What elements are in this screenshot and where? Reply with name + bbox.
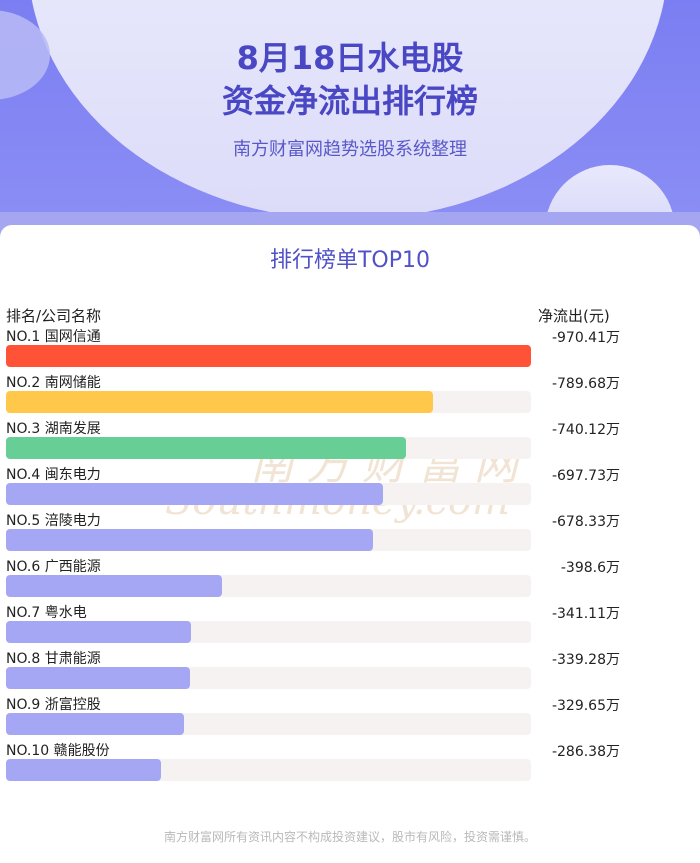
bar-value-label: -740.12万 bbox=[551, 422, 620, 438]
bar bbox=[6, 437, 407, 459]
bar-label: NO.7 粤水电 bbox=[6, 605, 87, 621]
column-header-rank-name: 排名/公司名称 bbox=[6, 307, 102, 325]
bar-label: NO.10 赣能股份 bbox=[6, 743, 110, 759]
ranking-row: NO.8 甘肃能源 -339.28万 bbox=[0, 648, 700, 694]
ranking-row: NO.7 粤水电 -341.11万 bbox=[0, 602, 700, 648]
bar bbox=[6, 483, 384, 505]
bar-label: NO.8 甘肃能源 bbox=[6, 651, 101, 667]
ranking-row: NO.2 南网储能 -789.68万 bbox=[0, 372, 700, 418]
page-subtitle: 南方财富网趋势选股系统整理 bbox=[233, 139, 467, 160]
bar-value-label: -789.68万 bbox=[551, 376, 620, 392]
bar-label: NO.2 南网储能 bbox=[6, 375, 101, 391]
bar bbox=[6, 667, 190, 689]
bar bbox=[6, 759, 161, 781]
page-title-line1: 8月18日水电股 bbox=[236, 39, 464, 77]
bar-label: NO.9 浙富控股 bbox=[6, 697, 101, 713]
bar-value-label: -341.11万 bbox=[551, 606, 620, 622]
ranking-row: NO.6 广西能源 -398.6万 bbox=[0, 556, 700, 602]
ranking-row: NO.4 闽东电力 -697.73万 bbox=[0, 464, 700, 510]
bar bbox=[6, 575, 222, 597]
bar-value-label: -286.38万 bbox=[551, 744, 620, 760]
bar-value-label: -339.28万 bbox=[551, 652, 620, 668]
bar-value-label: -398.6万 bbox=[560, 560, 620, 576]
section-title: 排行榜单TOP10 bbox=[269, 248, 431, 273]
page-title-line2: 资金净流出排行榜 bbox=[221, 82, 478, 120]
bar bbox=[6, 621, 191, 643]
bar-label: NO.5 涪陵电力 bbox=[6, 513, 101, 529]
bar-label: NO.6 广西能源 bbox=[6, 559, 101, 575]
bar-label: NO.4 闽东电力 bbox=[6, 467, 101, 483]
bar bbox=[6, 529, 373, 551]
ranking-row: NO.1 国网信通 -970.41万 bbox=[0, 326, 700, 372]
bar bbox=[6, 391, 434, 413]
bar bbox=[6, 713, 185, 735]
ranking-row: NO.9 浙富控股 -329.65万 bbox=[0, 694, 700, 740]
bar bbox=[6, 345, 531, 367]
bar-value-label: -697.73万 bbox=[551, 468, 620, 484]
ranking-row: NO.3 湖南发展 -740.12万 bbox=[0, 418, 700, 464]
bar-value-label: -678.33万 bbox=[551, 514, 620, 530]
bar-value-label: -970.41万 bbox=[551, 330, 620, 346]
ranking-row: NO.5 涪陵电力 -678.33万 bbox=[0, 510, 700, 556]
bar-value-label: -329.65万 bbox=[551, 698, 620, 714]
bar-label: NO.1 国网信通 bbox=[6, 329, 101, 345]
column-header-net-outflow: 净流出(元) bbox=[538, 307, 610, 325]
ranking-row: NO.10 赣能股份 -286.38万 bbox=[0, 740, 700, 786]
bar-label: NO.3 湖南发展 bbox=[6, 421, 101, 437]
disclaimer-footer: 南方财富网所有资讯内容不构成投资建议，股市有风险，投资需谨慎。 bbox=[163, 830, 536, 844]
